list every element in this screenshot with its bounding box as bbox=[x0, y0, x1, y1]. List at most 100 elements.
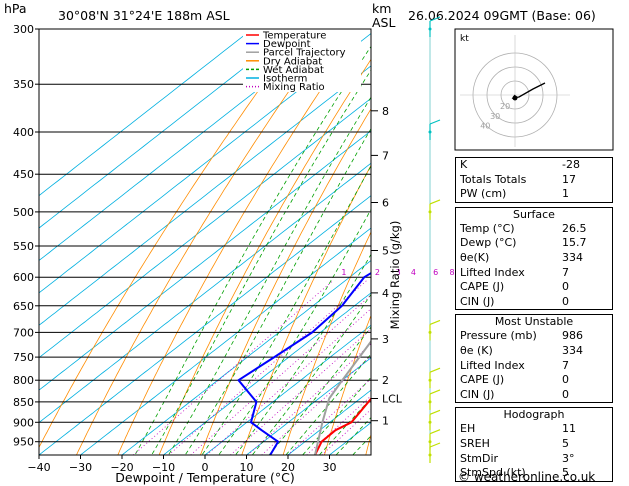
surface-value: 15.7 bbox=[562, 236, 587, 250]
surface-value: 0 bbox=[562, 294, 569, 308]
isotherm-line bbox=[39, 65, 371, 326]
hodo-row: SREH 5 bbox=[456, 437, 612, 452]
unstable-value: 986 bbox=[562, 329, 583, 343]
isotherm-line bbox=[39, 31, 333, 262]
dry-adiabat-line bbox=[614, 31, 629, 455]
x-axis-title: Dewpoint / Temperature (°C) bbox=[115, 470, 294, 485]
mixing-ratio-label: 1 bbox=[341, 268, 346, 277]
temperature-tick-label: 30 bbox=[323, 461, 337, 474]
unstable-row: CAPE (J) 0 bbox=[456, 373, 612, 388]
dry-adiabat-line bbox=[282, 231, 371, 455]
surface-row: Lifted Index 7 bbox=[456, 266, 612, 281]
mixing-ratio-line bbox=[306, 395, 371, 455]
pressure-tick-label: 300 bbox=[13, 23, 34, 36]
hodograph-unit: kt bbox=[460, 34, 469, 44]
hodo-row: EH 11 bbox=[456, 422, 612, 437]
wet-adiabat-line bbox=[218, 208, 371, 455]
most-unstable-box: Most Unstable Pressure (mb) 986 θe (K) 334… bbox=[455, 314, 613, 404]
pressure-tick-label: 950 bbox=[13, 436, 34, 449]
hodo-value: 5 bbox=[562, 466, 569, 480]
hodo-value: 3° bbox=[562, 451, 575, 465]
temperature-tick-label: 10 bbox=[240, 461, 254, 474]
wind-dot bbox=[428, 130, 432, 134]
pressure-tick-label: 450 bbox=[13, 168, 34, 181]
wind-dot bbox=[428, 27, 432, 31]
background-lines bbox=[39, 31, 629, 455]
index-row: K -28 bbox=[456, 158, 612, 173]
unstable-row: θe (K) 334 bbox=[456, 344, 612, 359]
mixing-ratio-label: 2 bbox=[375, 268, 380, 277]
unstable-label: Pressure (mb) bbox=[460, 329, 537, 343]
km-tick-label: 6 bbox=[382, 197, 389, 210]
isotherm-line bbox=[39, 32, 371, 294]
wind-dot bbox=[428, 378, 432, 382]
legend-label: Mixing Ratio bbox=[263, 82, 325, 93]
legend-label: Temperature bbox=[262, 31, 326, 42]
index-row: Totals Totals 17 bbox=[456, 173, 612, 188]
mixing-ratio-label: 3 bbox=[396, 268, 401, 277]
dry-adiabat-line bbox=[117, 31, 361, 455]
wind-barb-flag bbox=[429, 367, 441, 373]
mixing-ratio-line bbox=[132, 280, 334, 455]
hodo-row: StmSpd (kt) 5 bbox=[456, 466, 612, 481]
surface-row: CIN (J) 0 bbox=[456, 295, 612, 310]
km-tick-label: 2 bbox=[382, 374, 389, 387]
indices-panel: K -28 Totals Totals 17 PW (cm) 1 Surface Te… bbox=[455, 157, 613, 486]
pressure-tick-label: 800 bbox=[13, 374, 34, 387]
km-tick-label: 5 bbox=[382, 245, 389, 258]
hodo-value: 11 bbox=[562, 422, 576, 436]
isotherm-line bbox=[287, 389, 371, 455]
surface-row: CAPE (J) 0 bbox=[456, 280, 612, 295]
hodo-label: EH bbox=[460, 422, 476, 436]
stability-indices-box: K -28 Totals Totals 17 PW (cm) 1 bbox=[455, 157, 613, 203]
dry-adiabat-line bbox=[39, 31, 302, 449]
temperature-tick-label: 0 bbox=[202, 461, 209, 474]
dewpoint-series bbox=[237, 271, 371, 455]
surface-row: Dewp (°C) 15.7 bbox=[456, 236, 612, 251]
km-tick-label: 4 bbox=[382, 287, 389, 300]
wind-barb-flag bbox=[429, 442, 441, 448]
unstable-label: CAPE (J) bbox=[460, 373, 505, 387]
km-axis: 8 7 6 5 4 3 2 LCL 1 bbox=[371, 105, 403, 428]
credit-link[interactable]: © weatheronline.co.uk bbox=[458, 470, 596, 484]
unstable-label: CIN (J) bbox=[460, 387, 495, 401]
index-label: Totals Totals bbox=[460, 172, 527, 186]
dry-adiabat-line bbox=[324, 314, 371, 455]
mixing-ratio-line bbox=[190, 294, 371, 455]
wind-dot bbox=[428, 400, 432, 404]
legend-label: Isotherm bbox=[263, 74, 307, 85]
isotherm-line bbox=[246, 357, 371, 455]
wet-adiabat-line bbox=[151, 69, 371, 455]
pressure-tick-label: 900 bbox=[13, 416, 34, 429]
wet-adiabat-line bbox=[302, 376, 371, 455]
mixing-ratio-line bbox=[168, 280, 367, 455]
temperature-tick-label: −30 bbox=[69, 461, 92, 474]
hodograph-frame bbox=[454, 28, 614, 151]
pressure-tick-label: 600 bbox=[13, 271, 34, 284]
hodo-label: StmSpd (kt) bbox=[460, 466, 526, 480]
hodograph-ring-label: 20 bbox=[500, 102, 510, 111]
unstable-label: θe (K) bbox=[460, 343, 493, 357]
km-tick-label: 7 bbox=[382, 149, 389, 162]
pressure-axis: 300 350 400 450 500 550 600 650 700 750 800 850 900 9… bbox=[13, 23, 39, 449]
mixing-ratio-label: 8 bbox=[450, 268, 455, 277]
hodograph-ring-label: 30 bbox=[490, 112, 500, 121]
profile-series bbox=[237, 271, 371, 455]
km-tick-label: 8 bbox=[382, 105, 389, 118]
unstable-row: Lifted Index 7 bbox=[456, 359, 612, 374]
pressure-tick-label: 650 bbox=[13, 300, 34, 313]
dry-adiabat-line bbox=[200, 108, 371, 455]
wind-barb-flag bbox=[429, 389, 441, 395]
temperature-tick-label: −20 bbox=[110, 461, 133, 474]
unstable-value: 0 bbox=[562, 373, 569, 387]
wind-barb-flag bbox=[429, 119, 441, 125]
mixing-ratio-line bbox=[321, 408, 371, 455]
wind-barb-flag bbox=[429, 409, 441, 415]
pressure-tick-label: 400 bbox=[13, 126, 34, 139]
mixing-ratio-line bbox=[287, 378, 371, 455]
wind-dot bbox=[428, 453, 432, 457]
unstable-value: 7 bbox=[562, 358, 569, 372]
temperature-tick-label: −10 bbox=[152, 461, 175, 474]
wet-adiabat-line bbox=[285, 353, 371, 455]
pressure-tick-label: 750 bbox=[13, 351, 34, 364]
